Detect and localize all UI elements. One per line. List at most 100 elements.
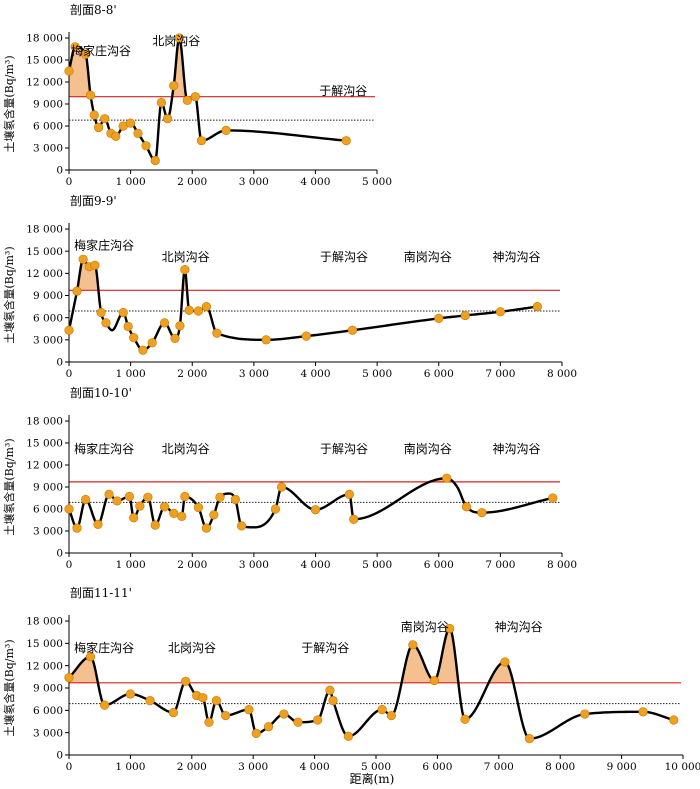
y-tick-label: 18 000 bbox=[26, 224, 63, 236]
valley-label: 于解沟谷 bbox=[319, 84, 367, 98]
panel-title: 剖面11-11' bbox=[70, 586, 132, 600]
sample-point bbox=[236, 521, 247, 531]
sample-point bbox=[180, 491, 190, 502]
sample-point bbox=[244, 704, 254, 715]
sample-point bbox=[310, 505, 321, 515]
x-tick-label: 2 000 bbox=[177, 368, 207, 380]
sample-point bbox=[70, 42, 80, 52]
sample-point bbox=[101, 318, 111, 328]
x-tick-label: 3 000 bbox=[239, 368, 269, 380]
sample-point bbox=[159, 502, 170, 512]
x-tick-label: 0 bbox=[66, 176, 73, 188]
sample-point bbox=[181, 676, 191, 686]
sample-point bbox=[100, 700, 110, 710]
sample-point bbox=[313, 715, 323, 725]
x-tick-label: 8 000 bbox=[545, 761, 575, 773]
x-tick-label: 3 000 bbox=[239, 176, 269, 188]
x-tick-label: 5 000 bbox=[362, 176, 392, 188]
x-tick-label: 10 000 bbox=[665, 761, 700, 773]
sample-point bbox=[123, 321, 133, 332]
y-tick-label: 15 000 bbox=[26, 638, 63, 650]
sample-point bbox=[129, 333, 139, 343]
y-tick-label: 0 bbox=[56, 750, 63, 762]
valley-label: 南岗沟谷 bbox=[404, 249, 452, 264]
panel-title: 剖面9-9' bbox=[70, 194, 117, 208]
radon-curve bbox=[67, 627, 675, 740]
sample-point bbox=[204, 717, 214, 727]
sample-point bbox=[64, 672, 74, 683]
sample-point bbox=[524, 734, 535, 744]
sample-point bbox=[343, 731, 353, 741]
x-tick-label: 5 000 bbox=[362, 559, 392, 571]
sample-point bbox=[64, 325, 74, 335]
sample-point bbox=[325, 685, 335, 695]
profile-panel: 0 3 000 6 000 9 000 12 000 15 000 18 000 0 1 000… bbox=[2, 194, 577, 380]
anomaly-fill bbox=[77, 259, 188, 291]
sample-point bbox=[150, 155, 160, 166]
sample-point bbox=[184, 305, 194, 315]
valley-label: 梅家庄沟谷 bbox=[74, 441, 134, 456]
sample-point bbox=[168, 707, 178, 718]
y-tick-label: 3 000 bbox=[33, 334, 63, 346]
x-tick-label: 1 000 bbox=[116, 559, 146, 571]
valley-label: 神沟沟谷 bbox=[493, 250, 541, 264]
x-tick-label: 2 000 bbox=[177, 761, 207, 773]
sample-point bbox=[442, 473, 452, 483]
sample-point bbox=[408, 640, 418, 650]
valley-label: 南岗沟谷 bbox=[404, 441, 452, 456]
sample-point bbox=[434, 313, 444, 324]
x-tick-label: 4 000 bbox=[300, 761, 330, 773]
sample-point bbox=[182, 95, 192, 105]
sample-point bbox=[386, 710, 396, 721]
sample-point bbox=[85, 90, 96, 100]
sample-point bbox=[72, 286, 82, 296]
y-tick-label: 9 000 bbox=[33, 683, 63, 695]
valley-label: 于解沟谷 bbox=[320, 442, 368, 456]
valley-label: 北岗沟谷 bbox=[162, 442, 210, 456]
valley-label: 梅家庄沟谷 bbox=[74, 237, 134, 252]
sample-point bbox=[349, 514, 359, 524]
sample-point bbox=[143, 492, 153, 502]
x-tick-label: 0 bbox=[66, 559, 73, 571]
sample-point bbox=[93, 122, 104, 133]
sample-point bbox=[64, 66, 74, 76]
sample-point bbox=[170, 333, 180, 343]
sample-point bbox=[169, 81, 179, 91]
sample-point bbox=[90, 260, 100, 270]
y-tick-label: 9 000 bbox=[33, 99, 63, 111]
y-tick-label: 15 000 bbox=[26, 438, 63, 450]
sample-point bbox=[251, 728, 261, 739]
sample-point bbox=[495, 307, 505, 317]
sample-point bbox=[133, 128, 143, 138]
sample-point bbox=[211, 696, 221, 706]
sample-point bbox=[215, 492, 225, 502]
x-tick-label: 3 000 bbox=[238, 761, 268, 773]
profile-panel: 0 3 000 6 000 9 000 12 000 15 000 18 000 0 1 000… bbox=[2, 3, 392, 188]
valley-label: 北岗沟谷 bbox=[152, 34, 200, 48]
panel-title: 剖面10-10' bbox=[70, 386, 132, 400]
sample-point bbox=[177, 511, 187, 521]
y-axis-label: 土壤氡含量(Bq/m³) bbox=[2, 639, 16, 736]
sample-point bbox=[81, 49, 91, 59]
sample-point bbox=[212, 328, 222, 338]
sample-point bbox=[201, 523, 212, 533]
sample-point bbox=[341, 136, 351, 146]
sample-point bbox=[198, 693, 208, 703]
valley-label: 神沟沟谷 bbox=[495, 620, 543, 634]
y-tick-label: 6 000 bbox=[33, 504, 63, 516]
sample-point bbox=[580, 709, 590, 719]
sample-point bbox=[201, 301, 212, 312]
sample-point bbox=[279, 709, 289, 719]
sample-point bbox=[270, 504, 281, 514]
sample-point bbox=[78, 254, 88, 264]
sample-point bbox=[100, 114, 110, 124]
sample-point bbox=[429, 675, 439, 686]
profile-panel: 0 3 000 6 000 9 000 12 000 15 000 18 000 0 1 000… bbox=[2, 586, 700, 773]
y-tick-label: 9 000 bbox=[33, 482, 63, 494]
sample-point bbox=[85, 652, 96, 662]
sample-point bbox=[159, 318, 170, 328]
sample-point bbox=[344, 489, 354, 499]
panel-title: 剖面8-8' bbox=[70, 3, 117, 17]
y-tick-label: 15 000 bbox=[26, 246, 63, 258]
